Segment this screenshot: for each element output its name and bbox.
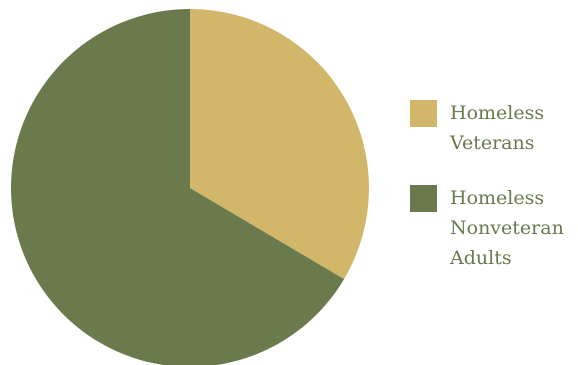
legend-label-line: Veterans (450, 132, 535, 154)
legend-label-line: Nonveteran (450, 217, 564, 239)
legend-label-line: Homeless (450, 187, 545, 209)
legend-item-homeless-nonveteran-adults: Homeless Nonveteran Adults (410, 183, 576, 273)
legend-swatch-homeless-nonveteran-adults (410, 185, 437, 212)
chart-legend: Homeless Veterans Homeless Nonveteran Ad… (410, 98, 576, 298)
legend-item-homeless-veterans: Homeless Veterans (410, 98, 576, 158)
legend-label-line: Homeless (450, 102, 545, 124)
pie-slice-homeless-nonveteran-adults (11, 9, 345, 365)
legend-swatch-homeless-veterans (410, 100, 437, 127)
pie-slice-homeless-veterans (190, 9, 369, 280)
pie-plot-area (11, 9, 369, 365)
legend-label-line: Adults (450, 247, 512, 269)
